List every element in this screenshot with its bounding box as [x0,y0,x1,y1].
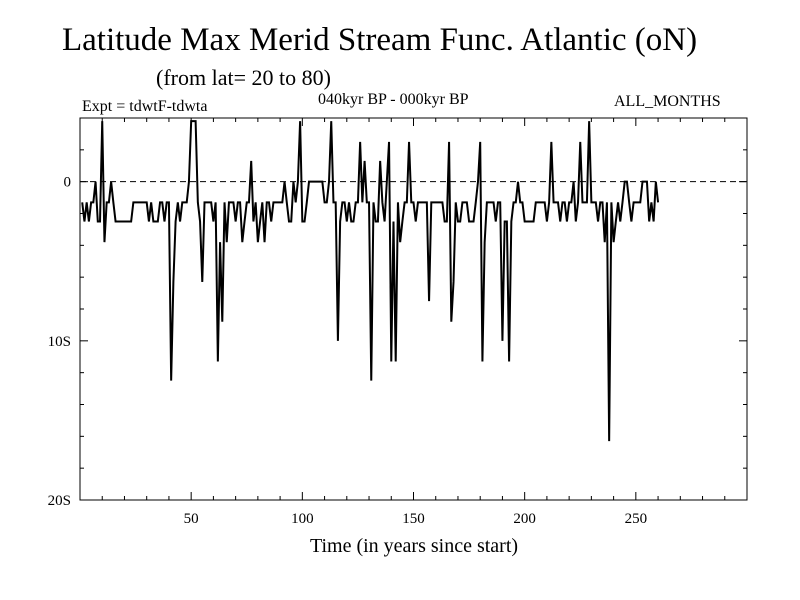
x-tick-label: 50 [184,511,199,527]
tick-labels: 50 100 150 200 250 0 10S 20S [48,175,647,527]
x-tick-label: 100 [291,511,314,527]
chart-title: Latitude Max Merid Stream Func. Atlantic… [62,22,698,58]
x-tick-label: 250 [625,511,648,527]
series-line [81,120,660,442]
y-tick-label: 0 [64,175,72,191]
experiment-label: Expt = tdwtF-tdwta [82,98,208,115]
x-tick-label: 200 [513,511,536,527]
period-label: 040kyr BP - 000kyr BP [318,91,469,108]
series-group [81,120,660,442]
months-label: ALL_MONTHS [614,93,721,110]
x-tick-label: 150 [402,511,425,527]
x-axis-title: Time (in years since start) [310,535,518,557]
y-tick-label: 20S [48,493,71,509]
y-tick-label: 10S [48,334,71,350]
chart-subtitle: (from lat= 20 to 80) [156,65,331,90]
axis-ticks [80,118,747,500]
plot-frame [79,117,748,501]
